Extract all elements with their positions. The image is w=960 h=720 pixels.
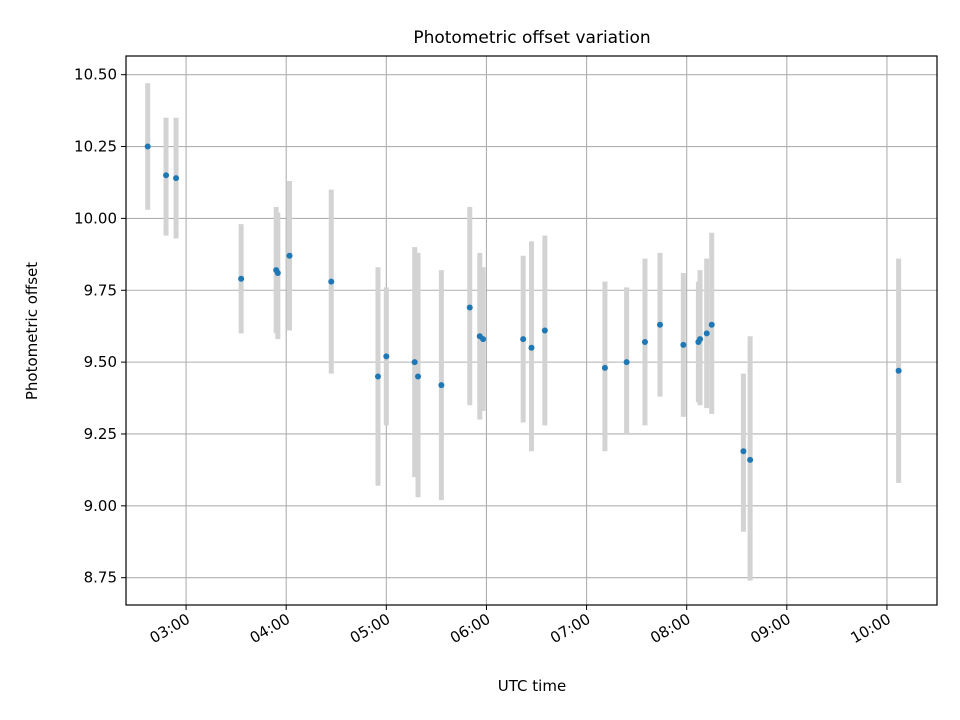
- y-tick-label: 10.50: [74, 66, 117, 84]
- data-point: [641, 338, 648, 345]
- y-axis-label: Photometric offset: [23, 262, 41, 400]
- chart-title: Photometric offset variation: [413, 28, 650, 48]
- data-point: [520, 336, 527, 343]
- data-point: [438, 382, 445, 389]
- data-point: [374, 373, 381, 380]
- data-point: [697, 336, 704, 343]
- data-point: [703, 330, 710, 337]
- x-axis-label: UTC time: [498, 677, 566, 695]
- data-point: [680, 341, 687, 348]
- data-point: [163, 172, 170, 179]
- y-tick-label: 10.00: [74, 209, 117, 227]
- data-points: [144, 143, 902, 463]
- data-point: [747, 456, 754, 463]
- data-point: [274, 270, 281, 277]
- data-point: [383, 353, 390, 360]
- data-point: [328, 278, 335, 285]
- data-point: [144, 143, 151, 150]
- data-point: [415, 373, 422, 380]
- data-point: [895, 367, 902, 374]
- data-point: [656, 321, 663, 328]
- data-point: [601, 364, 608, 371]
- data-point: [623, 359, 630, 366]
- y-axis-ticks: 8.75 9.00 9.25 9.50 9.75 10.00 10.25 10.50: [74, 66, 126, 587]
- y-tick-label: 9.50: [84, 353, 117, 371]
- y-tick-label: 10.25: [74, 138, 117, 156]
- plot-frame: [125, 55, 938, 606]
- data-point: [173, 175, 180, 182]
- y-tick-label: 9.25: [84, 425, 117, 443]
- data-point: [286, 252, 293, 259]
- y-tick-label: 9.75: [84, 281, 117, 299]
- data-point: [541, 327, 548, 334]
- y-tick-label: 9.00: [84, 497, 117, 515]
- data-point: [480, 336, 487, 343]
- data-point: [740, 448, 747, 455]
- data-point: [411, 359, 418, 366]
- data-point: [238, 275, 245, 282]
- data-point: [528, 344, 535, 351]
- y-tick-label: 8.75: [84, 569, 117, 587]
- data-point: [466, 304, 473, 311]
- data-point: [708, 321, 715, 328]
